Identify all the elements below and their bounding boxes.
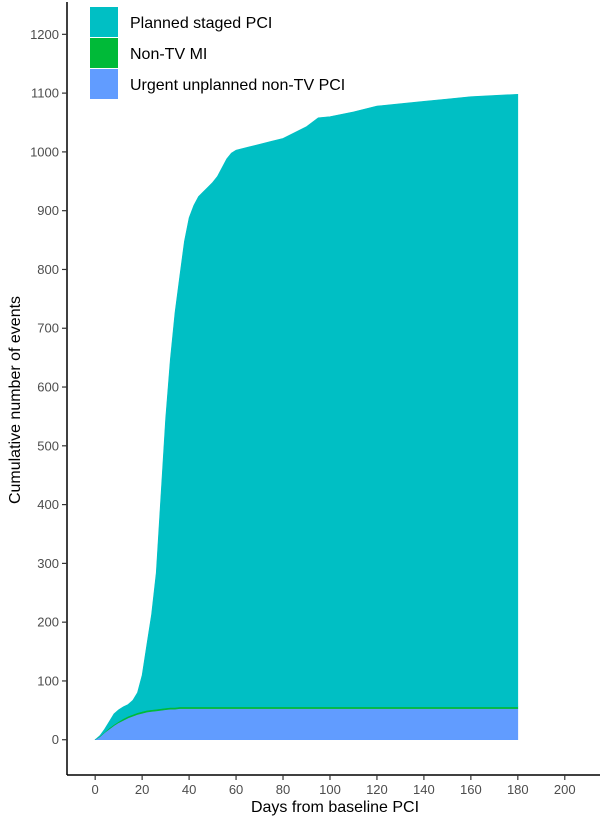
y-tick-label: 1000 xyxy=(30,144,59,159)
x-tick-label: 20 xyxy=(135,782,149,797)
y-tick-label: 800 xyxy=(37,262,59,277)
y-tick-label: 1100 xyxy=(31,86,59,101)
legend-key xyxy=(90,69,118,99)
y-tick-label: 700 xyxy=(37,321,59,336)
x-tick-label: 180 xyxy=(507,782,529,797)
y-tick-label: 300 xyxy=(37,556,59,571)
area-planned-staged-pci xyxy=(94,93,519,740)
x-tick-label: 80 xyxy=(276,782,290,797)
x-tick-label: 160 xyxy=(460,782,482,797)
y-tick-label: 500 xyxy=(37,438,59,453)
y-tick-label: 200 xyxy=(37,615,59,630)
y-tick-label: 0 xyxy=(52,732,59,747)
axes-layer: 0100200300400500600700800900100011001200… xyxy=(30,2,600,797)
y-axis-title: Cumulative number of events xyxy=(7,296,24,504)
y-tick-label: 900 xyxy=(37,203,59,218)
x-tick-label: 120 xyxy=(366,782,388,797)
area-urgent-unplanned-non-tv-pci xyxy=(94,708,519,741)
x-tick-label: 40 xyxy=(182,782,196,797)
y-tick-label: 400 xyxy=(37,497,59,512)
x-tick-label: 60 xyxy=(229,782,243,797)
x-axis-title: Days from baseline PCI xyxy=(251,799,419,816)
legend-key xyxy=(90,38,118,68)
legend-key xyxy=(90,7,118,37)
x-tick-label: 100 xyxy=(319,782,341,797)
y-tick-label: 600 xyxy=(37,380,59,395)
legend: Planned staged PCI Non-TV MI Urgent unplan… xyxy=(90,7,345,99)
x-tick-label: 200 xyxy=(554,782,576,797)
areas-layer xyxy=(94,93,519,741)
legend-label: Urgent unplanned non-TV PCI xyxy=(130,77,345,94)
x-tick-label: 0 xyxy=(92,782,99,797)
y-tick-label: 1200 xyxy=(30,27,59,42)
legend-label: Non-TV MI xyxy=(130,46,207,63)
x-tick-label: 140 xyxy=(413,782,435,797)
legend-label: Planned staged PCI xyxy=(130,15,272,32)
y-tick-label: 100 xyxy=(37,673,59,688)
